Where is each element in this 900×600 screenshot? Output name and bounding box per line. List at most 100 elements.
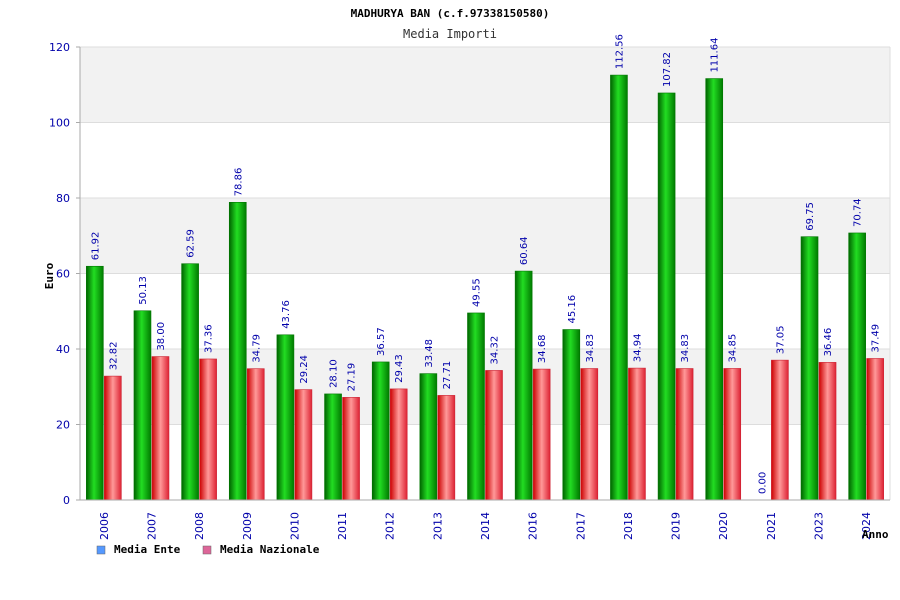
bar-media-ente-2012 xyxy=(371,361,390,501)
bar-media-ente-2010 xyxy=(276,334,295,501)
data-label: 29.24 xyxy=(299,355,310,384)
legend: Media Ente Media Nazionale xyxy=(96,543,320,556)
bar-media-ente-2007 xyxy=(133,310,152,501)
bar-media-ente-2018 xyxy=(610,74,628,501)
data-label: 37.05 xyxy=(775,325,786,354)
bar-media-nazionale-2009 xyxy=(246,368,265,501)
y-tick-label: 60 xyxy=(56,268,70,281)
data-label: 111.64 xyxy=(710,38,721,73)
y-axis-title: Euro xyxy=(43,262,56,289)
bar-media-nazionale-2008 xyxy=(199,358,217,501)
data-label: 34.85 xyxy=(728,334,739,363)
bar-media-nazionale-2019 xyxy=(675,368,694,501)
y-axis: 0 20 40 60 80 100 120 xyxy=(49,41,81,507)
bar-media-nazionale-2010 xyxy=(294,389,313,501)
x-tick-label: 2018 xyxy=(622,512,635,540)
bar-media-ente-2024 xyxy=(848,232,866,501)
y-tick-label: 120 xyxy=(49,41,70,54)
bar-media-nazionale-2020 xyxy=(723,368,742,501)
data-label: 69.75 xyxy=(805,202,816,231)
data-label: 34.83 xyxy=(585,334,596,363)
chart-title: MADHURYA BAN (c.f.97338150580) xyxy=(351,7,550,20)
data-label: 43.76 xyxy=(281,300,292,329)
grid-band xyxy=(80,47,890,123)
x-tick-label: 2009 xyxy=(241,512,254,540)
bar-media-nazionale-2017 xyxy=(580,368,599,501)
chart-subtitle: Media Importi xyxy=(403,27,497,41)
bar-media-nazionale-2021 xyxy=(771,359,789,501)
data-label: 50.13 xyxy=(138,276,149,305)
data-label: 32.82 xyxy=(108,341,119,370)
bar-media-ente-2006 xyxy=(86,265,104,501)
bar-media-ente-2023 xyxy=(800,236,819,501)
grid-band xyxy=(80,273,890,349)
data-label: 34.79 xyxy=(251,334,262,363)
x-tick-label: 2021 xyxy=(765,512,778,540)
data-label: 34.94 xyxy=(632,333,643,362)
data-label: 38.00 xyxy=(156,322,167,351)
data-label: 49.55 xyxy=(472,278,483,307)
x-tick-label: 2014 xyxy=(479,512,492,540)
bar-media-nazionale-2014 xyxy=(485,370,503,501)
data-label: 60.64 xyxy=(519,236,530,265)
data-label: 37.36 xyxy=(204,324,215,353)
x-tick-label: 2016 xyxy=(527,512,540,540)
bar-media-nazionale-2016 xyxy=(532,368,551,501)
bar-media-nazionale-2007 xyxy=(151,356,170,501)
data-label: 62.59 xyxy=(186,229,197,258)
bar-media-nazionale-2011 xyxy=(342,397,360,501)
data-label: 61.92 xyxy=(90,232,101,261)
bar-media-nazionale-2013 xyxy=(437,395,456,501)
x-tick-label: 2017 xyxy=(574,512,587,540)
bar-media-ente-2016 xyxy=(514,270,533,501)
bar-media-ente-2011 xyxy=(324,393,342,501)
y-tick-label: 100 xyxy=(49,117,70,130)
bar-media-nazionale-2006 xyxy=(104,375,122,501)
bar-media-ente-2017 xyxy=(562,329,581,501)
y-tick-label: 0 xyxy=(63,494,70,507)
data-label: 33.48 xyxy=(424,339,435,368)
bar-media-ente-2019 xyxy=(657,92,676,501)
x-tick-label: 2008 xyxy=(193,512,206,540)
x-tick-label: 2006 xyxy=(98,512,111,540)
bars: 61.92 32.82 50.13 38.00 62.59 37.36 78.86 34.79… xyxy=(86,34,884,501)
x-axis-title: Anno xyxy=(862,528,889,541)
bar-media-nazionale-2012 xyxy=(389,388,408,501)
data-label: 27.71 xyxy=(442,361,453,390)
data-label: 34.83 xyxy=(680,334,691,363)
x-tick-label: 2019 xyxy=(670,512,683,540)
legend-label-media-nazionale: Media Nazionale xyxy=(220,543,320,556)
x-tick-label: 2010 xyxy=(288,512,301,540)
data-label: 112.56 xyxy=(614,34,625,69)
legend-swatch-media-nazionale xyxy=(202,545,212,555)
data-label: 34.68 xyxy=(537,334,548,363)
bar-media-ente-2013 xyxy=(419,373,438,501)
data-label: 28.10 xyxy=(329,359,340,388)
x-tick-label: 2013 xyxy=(431,512,444,540)
bar-media-nazionale-2024 xyxy=(866,358,884,501)
x-tick-label: 2024 xyxy=(860,512,873,540)
legend-swatch-media-ente xyxy=(96,545,106,555)
bar-media-ente-2009 xyxy=(228,202,247,501)
data-label: 70.74 xyxy=(853,198,864,227)
data-label: 29.43 xyxy=(394,354,405,383)
bar-media-ente-2014 xyxy=(467,312,485,501)
data-label: 107.82 xyxy=(662,52,673,87)
data-label: 45.16 xyxy=(567,295,578,324)
y-tick-label: 20 xyxy=(56,419,70,432)
y-tick-label: 40 xyxy=(56,343,70,356)
data-label: 37.49 xyxy=(871,324,882,353)
data-label: 36.46 xyxy=(823,328,834,357)
bar-media-nazionale-2018 xyxy=(628,367,646,501)
grid-band xyxy=(80,122,890,198)
data-label: 0.00 xyxy=(757,472,768,494)
x-tick-label: 2011 xyxy=(336,512,349,540)
plot-background xyxy=(80,46,891,501)
x-tick-label: 2020 xyxy=(717,512,730,540)
data-label: 34.32 xyxy=(490,336,501,365)
bar-media-nazionale-2023 xyxy=(818,362,837,501)
grid-band xyxy=(80,198,890,274)
x-tick-label: 2007 xyxy=(145,512,158,540)
bar-media-ente-2020 xyxy=(705,78,724,501)
